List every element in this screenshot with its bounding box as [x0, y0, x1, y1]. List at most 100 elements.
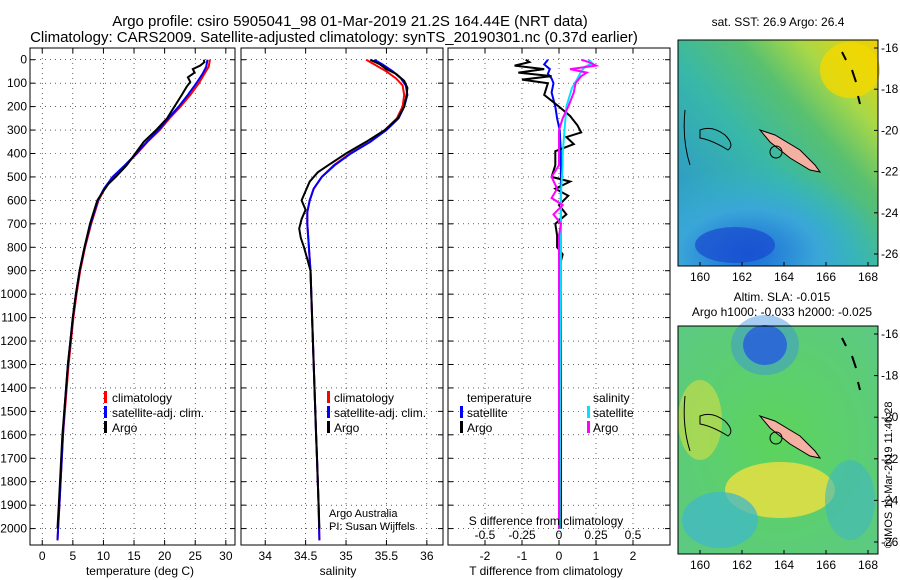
difference-xlabel: T difference from climatology — [469, 564, 623, 578]
sla-high — [725, 462, 835, 518]
x-tick-label: 0 — [556, 549, 563, 563]
legend-satellite: satellite-adj. clim. — [112, 406, 204, 420]
salinity-panel: 34 34.5 35 35.5 36 salinity climatology sate… — [240, 47, 444, 578]
map-y-tick-label: -22 — [881, 452, 899, 466]
legend-swatch-t-argo — [460, 421, 463, 433]
map-y-tick-label: -20 — [881, 410, 899, 424]
top-tick-label: -0.5 — [475, 528, 496, 542]
difference-top-label: S difference from climatology — [469, 514, 624, 528]
sst-map-frame — [677, 39, 879, 267]
y-tick-label: 2000 — [0, 522, 27, 536]
legend-swatch-argo — [104, 421, 107, 433]
map-y-tick-label: -26 — [881, 535, 899, 549]
map-x-tick-label: 160 — [690, 270, 710, 284]
map-y-tick-label: -22 — [881, 165, 899, 179]
imos-credit: ©IMOS 11-Mar-2019 11:40:28 — [883, 402, 895, 549]
sla-low-patch — [825, 460, 875, 540]
top-tick-label: 0.5 — [625, 528, 642, 542]
legend-swatch-satellite — [327, 406, 330, 418]
legend-s-argo: Argo — [593, 421, 619, 435]
legend-climatology: climatology — [334, 391, 394, 405]
salinity-xlabel: salinity — [320, 564, 357, 578]
series-s-argo — [550, 58, 600, 529]
bathymetry-contour — [699, 127, 732, 151]
map-y-tick-label: -16 — [881, 41, 899, 55]
y-tick-label: 1700 — [0, 451, 27, 465]
legend-swatch-t-satellite — [460, 406, 463, 418]
x-tick-label: -2 — [480, 549, 491, 563]
series-s-satellite — [558, 58, 595, 529]
legend-s-satellite: satellite — [593, 406, 634, 420]
map-y-tick-label: -20 — [881, 123, 899, 137]
map-y-tick-label: -24 — [881, 206, 899, 220]
series-argo — [298, 58, 409, 529]
x-tick-label: 1 — [593, 549, 600, 563]
map-y-tick-label: -16 — [881, 327, 899, 341]
y-tick-label: 400 — [7, 146, 27, 160]
map-x-tick-label: 168 — [858, 558, 878, 572]
y-tick-label: 1600 — [0, 428, 27, 442]
legend-climatology: climatology — [112, 391, 172, 405]
map-x-tick-label: 164 — [774, 558, 794, 572]
y-tick-label: 700 — [7, 217, 27, 231]
sla-low-halo — [731, 315, 799, 375]
new-caledonia-island — [758, 414, 822, 459]
credit-argo-australia: Argo Australia — [329, 508, 398, 520]
x-tick-label: 10 — [97, 549, 111, 563]
bathymetry-contour — [683, 109, 691, 166]
sla-map-title-2: Argo h1000: -0.033 h2000: -0.025 — [692, 305, 872, 319]
map-x-tick-label: 160 — [690, 558, 710, 572]
legend-swatch-argo — [327, 421, 330, 433]
sla-low — [743, 325, 787, 365]
credit-pi: PI: Susan Wijffels — [329, 521, 415, 533]
map-x-tick-label: 166 — [816, 270, 836, 284]
sla-map-frame — [677, 325, 879, 555]
new-caledonia-island — [758, 128, 822, 173]
map-x-tick-label: 168 — [858, 270, 878, 284]
x-tick-label: -1 — [517, 549, 528, 563]
y-tick-label: 1100 — [1, 311, 27, 325]
sla-low-patch — [682, 492, 758, 548]
sst-warm-patch — [820, 42, 880, 98]
islands — [841, 51, 861, 105]
y-tick-label: 0 — [20, 53, 27, 67]
y-tick-label: 1300 — [0, 357, 27, 371]
series-argo — [56, 59, 206, 529]
temperature-panel: 0 5 10 15 20 25 300100200300400500600700800900… — [0, 47, 236, 578]
y-tick-label: 200 — [7, 100, 27, 114]
legend-argo: Argo — [112, 421, 138, 435]
y-tick-label: 1900 — [0, 498, 27, 512]
x-tick-label: 36 — [420, 549, 434, 563]
x-tick-label: 34.5 — [294, 549, 318, 563]
legend-swatch-climatology — [327, 391, 330, 403]
legend-swatch-climatology — [104, 391, 107, 403]
x-tick-label: 30 — [219, 549, 233, 563]
salinity-axes — [240, 47, 444, 546]
map-x-tick-label: 162 — [732, 270, 752, 284]
y-tick-label: 900 — [7, 264, 27, 278]
legend-swatch-s-satellite — [587, 406, 590, 418]
legend-swatch-satellite — [104, 406, 107, 418]
top-tick-label: -0.25 — [508, 528, 536, 542]
x-tick-label: 35 — [339, 549, 353, 563]
sla-map: Altim. SLA: -0.015 Argo h1000: -0.033 h2… — [677, 290, 899, 572]
map-y-tick-label: -26 — [881, 247, 899, 261]
y-tick-label: 1000 — [0, 287, 27, 301]
sla-map-title-1: Altim. SLA: -0.015 — [734, 290, 831, 304]
legend-temperature-title: temperature — [467, 391, 532, 405]
bathymetry-contour — [699, 413, 732, 437]
top-tick-label: 0 — [556, 528, 563, 542]
x-tick-label: 0 — [39, 549, 46, 563]
legend-t-satellite: satellite — [467, 406, 508, 420]
map-y-tick-label: -18 — [881, 82, 899, 96]
x-tick-label: 34 — [259, 549, 273, 563]
legend-satellite: satellite-adj. clim. — [334, 406, 426, 420]
y-tick-label: 1400 — [0, 381, 27, 395]
difference-legend: temperature satellite Argo salinity sate… — [460, 391, 634, 435]
sst-cold-patch — [695, 227, 775, 263]
temperature-legend: climatology satellite-adj. clim. Argo — [104, 391, 204, 435]
title-line-2: Climatology: CARS2009. Satellite-adjuste… — [30, 29, 638, 46]
top-tick-label: 0.25 — [584, 528, 608, 542]
legend-salinity-title: salinity — [593, 391, 630, 405]
